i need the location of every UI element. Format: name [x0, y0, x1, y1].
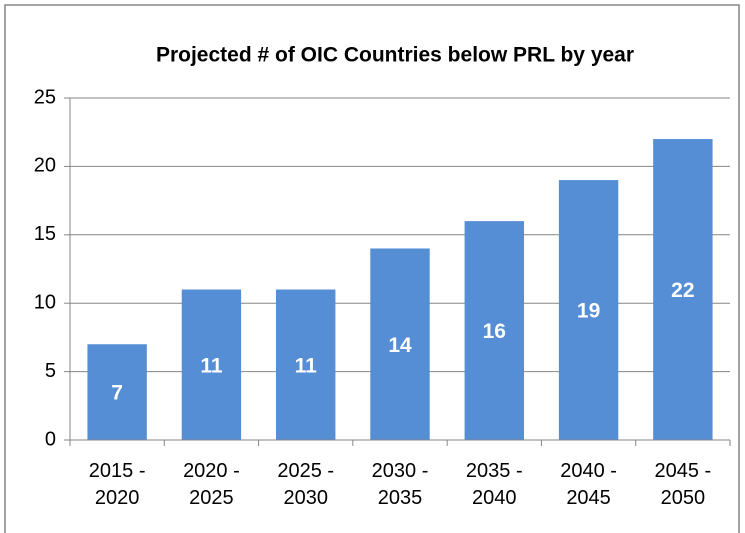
data-label: 16 — [483, 320, 506, 343]
bar — [464, 221, 524, 440]
bar — [181, 289, 242, 440]
data-label: 11 — [200, 354, 223, 377]
y-tick-label: 25 — [34, 86, 56, 108]
y-tick-label: 15 — [34, 223, 56, 245]
data-label: 7 — [111, 382, 123, 405]
chart-title: Projected # of OIC Countries below PRL b… — [156, 44, 634, 67]
y-tick-label: 5 — [45, 360, 56, 382]
x-tick-label: 2015 - 2020 — [88, 460, 146, 509]
bar — [653, 139, 713, 441]
data-label: 22 — [671, 279, 694, 302]
x-tick-label: 2040 - 2045 — [560, 460, 617, 509]
bar — [87, 344, 147, 440]
x-tick-label: 2020 - 2025 — [183, 460, 240, 509]
x-tick-label: 2045 - 2050 — [654, 460, 712, 509]
bar — [558, 180, 619, 440]
y-tick-label: 20 — [34, 155, 56, 177]
x-tick-label: 2025 - 2030 — [277, 460, 335, 509]
data-label: 14 — [388, 334, 412, 357]
y-tick-label: 10 — [34, 291, 56, 313]
data-label: 19 — [577, 300, 600, 323]
bar — [276, 289, 336, 440]
bar — [370, 248, 430, 440]
data-label: 11 — [295, 354, 318, 377]
x-tick-label: 2035 - 2040 — [465, 460, 523, 509]
y-tick-label: 0 — [45, 428, 56, 450]
x-tick-label: 2030 - 2035 — [371, 460, 429, 509]
